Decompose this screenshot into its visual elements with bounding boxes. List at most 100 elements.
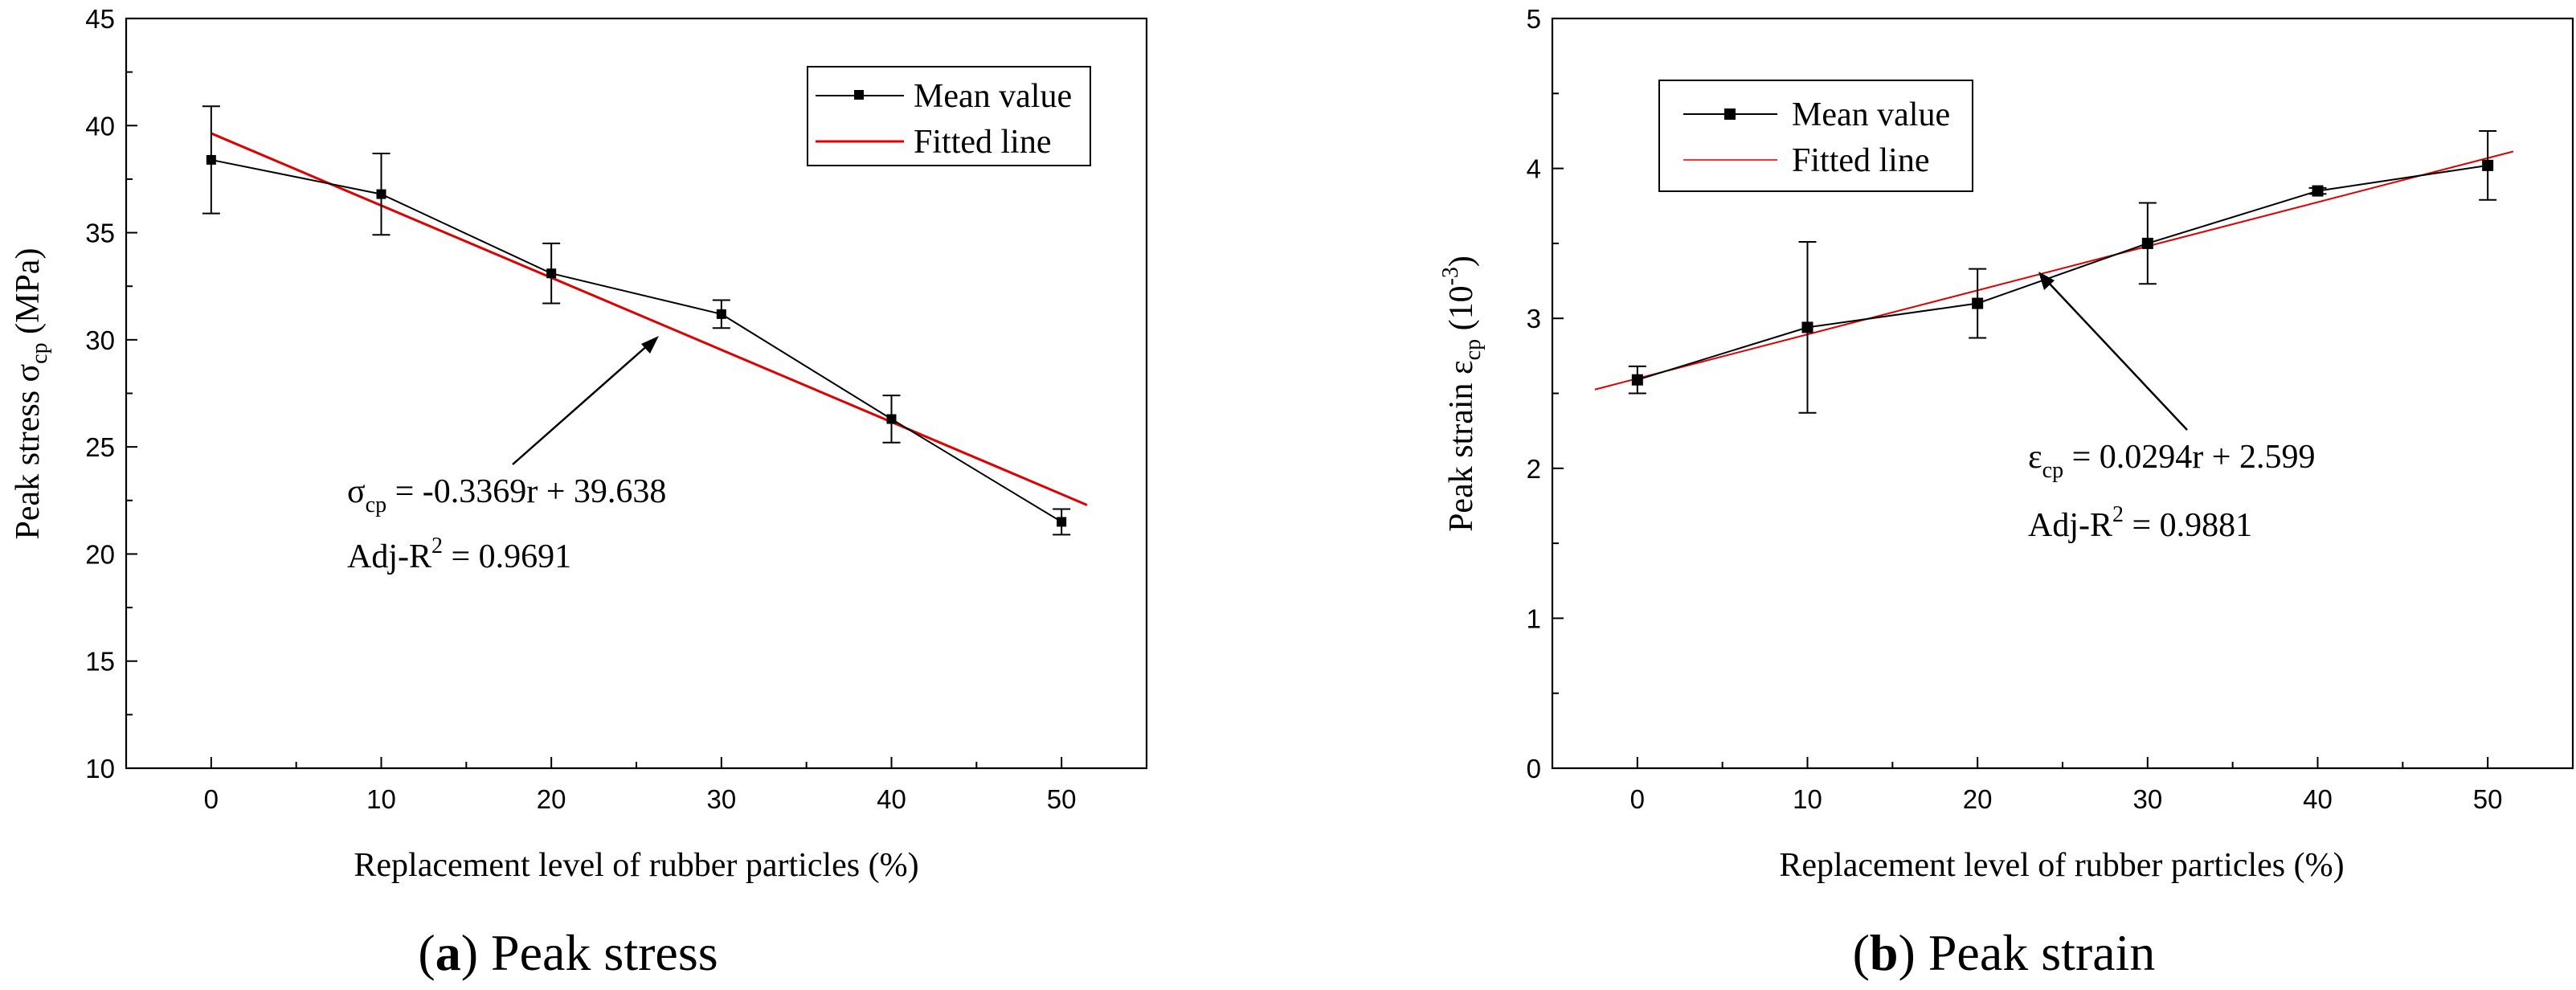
eq-rhs-b: = 0.0294r + 2.599 bbox=[2063, 439, 2315, 476]
y-ticks-b: 0 1 2 3 4 5 bbox=[1527, 4, 1564, 783]
y-axis-title-a-unit: (MPa) bbox=[10, 248, 47, 343]
r2-value-b: = 0.9881 bbox=[2124, 507, 2252, 544]
y-tick-label-a-35: 35 bbox=[85, 219, 115, 248]
eq-rhs-a: = -0.3369r + 39.638 bbox=[386, 473, 666, 510]
legend-fit-label-a: Fitted line bbox=[914, 124, 1052, 161]
data-point-b-10 bbox=[1801, 321, 1813, 333]
data-point-b-30 bbox=[2141, 237, 2153, 249]
legend-mean-label-b: Mean value bbox=[1792, 96, 1950, 133]
y-tick-label-a-10: 10 bbox=[85, 754, 115, 783]
x-axis-title-a: Replacement level of rubber particles (%… bbox=[354, 847, 918, 884]
caption-b-open: ( bbox=[1853, 924, 1870, 981]
legend-mean-marker-a bbox=[854, 90, 864, 100]
x-tick-label-a-20: 20 bbox=[537, 784, 566, 814]
y-tick-label-a-40: 40 bbox=[85, 111, 115, 141]
y-tick-label-b-3: 3 bbox=[1527, 304, 1541, 333]
caption-a-letter: a bbox=[435, 924, 461, 981]
y-tick-label-b-0: 0 bbox=[1527, 754, 1541, 783]
y-axis-title-b-main: Peak strain ε bbox=[1443, 360, 1480, 532]
x-tick-label-a-30: 30 bbox=[706, 784, 736, 814]
r2-prefix-a: Adj-R bbox=[347, 538, 431, 575]
y-axis-title-a-main: Peak stress σ bbox=[10, 364, 47, 540]
y-tick-label-a-45: 45 bbox=[85, 4, 115, 34]
caption-b-letter: b bbox=[1870, 924, 1899, 981]
x-tick-label-b-40: 40 bbox=[2303, 784, 2333, 814]
data-point-b-20 bbox=[1972, 297, 1984, 309]
data-point-b-0 bbox=[1631, 374, 1643, 386]
mean-series-a bbox=[202, 105, 1071, 536]
data-point-a-0 bbox=[206, 154, 216, 165]
data-point-a-10 bbox=[376, 189, 386, 199]
caption-a-open: ( bbox=[418, 924, 435, 981]
fitted-line-b bbox=[1594, 150, 2514, 391]
x-tick-label-a-50: 50 bbox=[1047, 784, 1077, 814]
y-tick-label-a-30: 30 bbox=[85, 325, 115, 355]
y-axis-title-b-end: ) bbox=[1443, 256, 1480, 267]
y-ticks-a: 10 15 20 25 30 35 40 45 bbox=[85, 4, 137, 783]
x-tick-label-b-0: 0 bbox=[1630, 784, 1645, 814]
caption-a-text: Peak stress bbox=[491, 924, 718, 981]
legend-box-b bbox=[1658, 80, 1973, 192]
adj-r2-b: Adj-R2 = 0.9881 bbox=[2028, 502, 2252, 544]
x-tick-label-a-40: 40 bbox=[877, 784, 906, 814]
mean-line-b bbox=[1637, 164, 2488, 381]
fit-line-path-b bbox=[1594, 150, 2514, 391]
data-point-b-50 bbox=[2482, 159, 2494, 171]
fit-equation-a: σcp = -0.3369r + 39.638 bbox=[347, 473, 666, 518]
caption-b-close: ) bbox=[1899, 924, 1928, 981]
mean-series-b bbox=[1628, 129, 2497, 414]
y-axis-title-b: Peak strain εcp (10-3) bbox=[1438, 256, 1486, 532]
y-tick-label-b-2: 2 bbox=[1527, 454, 1541, 484]
caption-a-close: ) bbox=[461, 924, 491, 981]
legend-mean-marker-b bbox=[1724, 108, 1736, 120]
legend-b: Mean value Fitted line bbox=[1658, 80, 1973, 192]
x-axis-title-b: Replacement level of rubber particles (%… bbox=[1779, 847, 2344, 884]
r2-sup-a: 2 bbox=[431, 534, 443, 558]
data-point-a-20 bbox=[546, 268, 557, 279]
mean-line-a bbox=[211, 158, 1062, 523]
legend-box-a bbox=[807, 66, 1091, 166]
eq-lhs-b: ε bbox=[2028, 439, 2042, 476]
adj-r2-a: Adj-R2 = 0.9691 bbox=[347, 534, 571, 575]
fit-equation-b: εcp = 0.0294r + 2.599 bbox=[2028, 439, 2315, 483]
x-tick-label-a-0: 0 bbox=[204, 784, 219, 814]
y-axis-title-a-sub: cp bbox=[27, 342, 52, 363]
eq-sub-b: cp bbox=[2042, 458, 2063, 483]
x-tick-label-b-20: 20 bbox=[1963, 784, 1993, 814]
x-tick-label-b-10: 10 bbox=[1793, 784, 1822, 814]
caption-b: (b) Peak strain bbox=[1853, 924, 2156, 981]
x-ticks-b: 0 10 20 30 40 50 bbox=[1552, 757, 2574, 814]
y-tick-label-a-20: 20 bbox=[85, 539, 115, 569]
y-tick-label-b-4: 4 bbox=[1527, 154, 1541, 184]
chart-panel-a: 10 15 20 25 30 35 40 45 0 10 20 30 40 50 Replacement… bbox=[10, 4, 1148, 981]
y-axis-title-b-unit: (10 bbox=[1443, 285, 1480, 339]
eq-lhs-a: σ bbox=[347, 473, 366, 510]
legend-a: Mean value Fitted line bbox=[807, 66, 1091, 166]
data-point-a-30 bbox=[716, 309, 726, 319]
y-tick-label-b-1: 1 bbox=[1527, 603, 1541, 633]
r2-sup-b: 2 bbox=[2112, 502, 2124, 527]
annotation-arrow-b bbox=[2038, 272, 2188, 431]
x-tick-label-b-30: 30 bbox=[2132, 784, 2162, 814]
fitted-line-a bbox=[211, 132, 1088, 506]
y-tick-label-a-15: 15 bbox=[85, 647, 115, 677]
r2-prefix-b: Adj-R bbox=[2028, 507, 2112, 544]
eq-sub-a: cp bbox=[366, 493, 386, 518]
x-tick-label-b-50: 50 bbox=[2473, 784, 2503, 814]
chart-panel-b: 0 1 2 3 4 5 0 10 20 30 40 50 Replacement level of … bbox=[1438, 4, 2574, 981]
fit-line-path-a bbox=[211, 132, 1088, 506]
y-axis-title-a: Peak stress σcp (MPa) bbox=[10, 248, 52, 540]
x-ticks-a: 0 10 20 30 40 50 bbox=[125, 757, 1147, 814]
caption-a: (a) Peak stress bbox=[418, 924, 718, 981]
y-axis-title-b-sub: cp bbox=[1461, 339, 1486, 360]
data-point-a-40 bbox=[886, 414, 897, 424]
legend-mean-label-a: Mean value bbox=[914, 78, 1072, 115]
y-tick-label-b-5: 5 bbox=[1527, 4, 1541, 34]
annotation-arrow-a bbox=[512, 336, 659, 465]
legend-fit-label-b: Fitted line bbox=[1792, 142, 1930, 179]
data-point-a-50 bbox=[1057, 517, 1067, 527]
caption-b-text: Peak strain bbox=[1928, 924, 2156, 981]
data-point-b-40 bbox=[2312, 185, 2324, 197]
x-tick-label-a-10: 10 bbox=[366, 784, 396, 814]
